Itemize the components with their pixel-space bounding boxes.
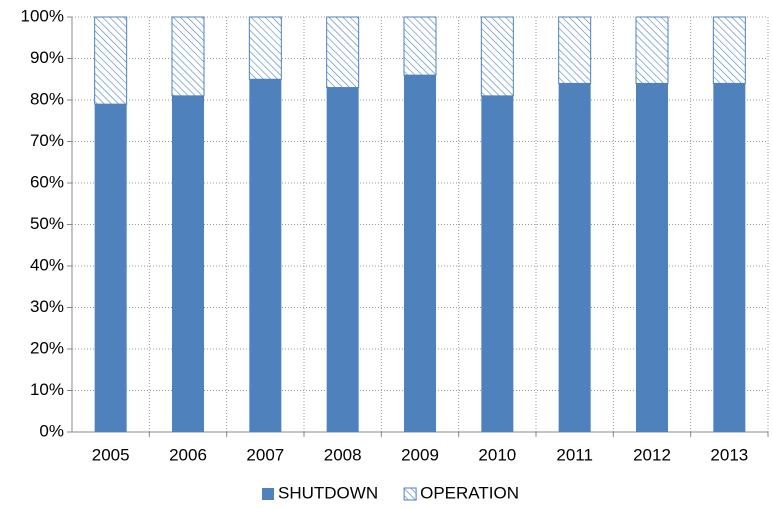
y-tick-label: 50% xyxy=(30,214,64,233)
y-tick-label: 10% xyxy=(30,380,64,399)
x-tick-label: 2010 xyxy=(478,445,516,464)
bar-segment xyxy=(403,16,437,76)
x-tick-label: 2013 xyxy=(710,445,748,464)
x-tick-label: 2006 xyxy=(169,445,207,464)
x-tick-label: 2007 xyxy=(246,445,284,464)
bar-segment xyxy=(249,79,282,432)
y-tick-label: 40% xyxy=(30,255,64,274)
y-tick-label: 70% xyxy=(30,131,64,150)
bar-segment xyxy=(404,75,436,432)
x-tick-label: 2012 xyxy=(633,445,671,464)
y-tick-label: 90% xyxy=(30,48,64,67)
y-tick-label: 0% xyxy=(39,421,64,440)
x-tick-label: 2005 xyxy=(92,445,130,464)
y-tick-label: 80% xyxy=(30,89,64,108)
y-tick-label: 100% xyxy=(21,6,64,25)
y-tick-label: 60% xyxy=(30,172,64,191)
bar-segment xyxy=(635,16,669,84)
y-tick-label: 20% xyxy=(30,338,64,357)
legend-swatch xyxy=(403,487,417,501)
bar-segment xyxy=(636,83,668,433)
bar-segment xyxy=(326,16,360,89)
x-tick-label: 2011 xyxy=(556,445,593,464)
bar-segment xyxy=(558,83,591,433)
bar-segment xyxy=(481,95,514,432)
bar-segment xyxy=(480,16,514,97)
bar-segment xyxy=(326,87,359,433)
x-tick-label: 2008 xyxy=(324,445,362,464)
legend-label: SHUTDOWN xyxy=(278,483,378,502)
bar-segment xyxy=(712,16,746,84)
x-tick-label: 2009 xyxy=(401,445,439,464)
legend-label: OPERATION xyxy=(420,483,519,502)
bar-segment xyxy=(713,83,746,433)
bar-segment xyxy=(94,104,127,433)
bar-segment xyxy=(171,16,205,97)
y-tick-label: 30% xyxy=(30,297,64,316)
legend-swatch xyxy=(262,488,274,500)
bar-segment xyxy=(94,16,128,105)
bar-segment xyxy=(558,16,592,84)
bar-segment xyxy=(172,95,204,432)
bar-segment xyxy=(248,16,282,80)
